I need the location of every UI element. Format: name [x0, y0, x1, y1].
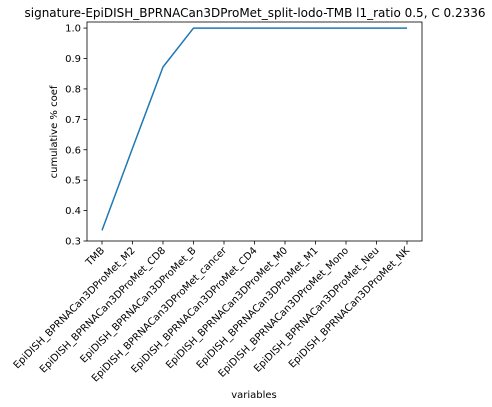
x-axis-label: variables [231, 390, 277, 401]
y-tick-label: 0.7 [65, 115, 81, 126]
plot-area: 0.30.40.50.60.70.80.91.0TMBEpiDISH_BPRNA… [12, 21, 423, 384]
series-line [101, 27, 407, 231]
y-tick-label: 1.0 [65, 24, 81, 35]
y-axis-label: cumulative % coef [49, 85, 60, 178]
chart-title: signature-EpiDISH_BPRNACan3DProMet_split… [24, 6, 485, 20]
y-tick-label: 0.4 [65, 206, 81, 217]
y-tick-label: 0.9 [65, 54, 81, 65]
plot-frame [86, 21, 423, 242]
y-tick-label: 0.6 [65, 145, 81, 156]
x-tick-label: TMB [83, 245, 107, 269]
y-tick-label: 0.8 [65, 84, 81, 95]
y-tick-label: 0.3 [65, 237, 81, 248]
y-tick-label: 0.5 [65, 176, 81, 187]
